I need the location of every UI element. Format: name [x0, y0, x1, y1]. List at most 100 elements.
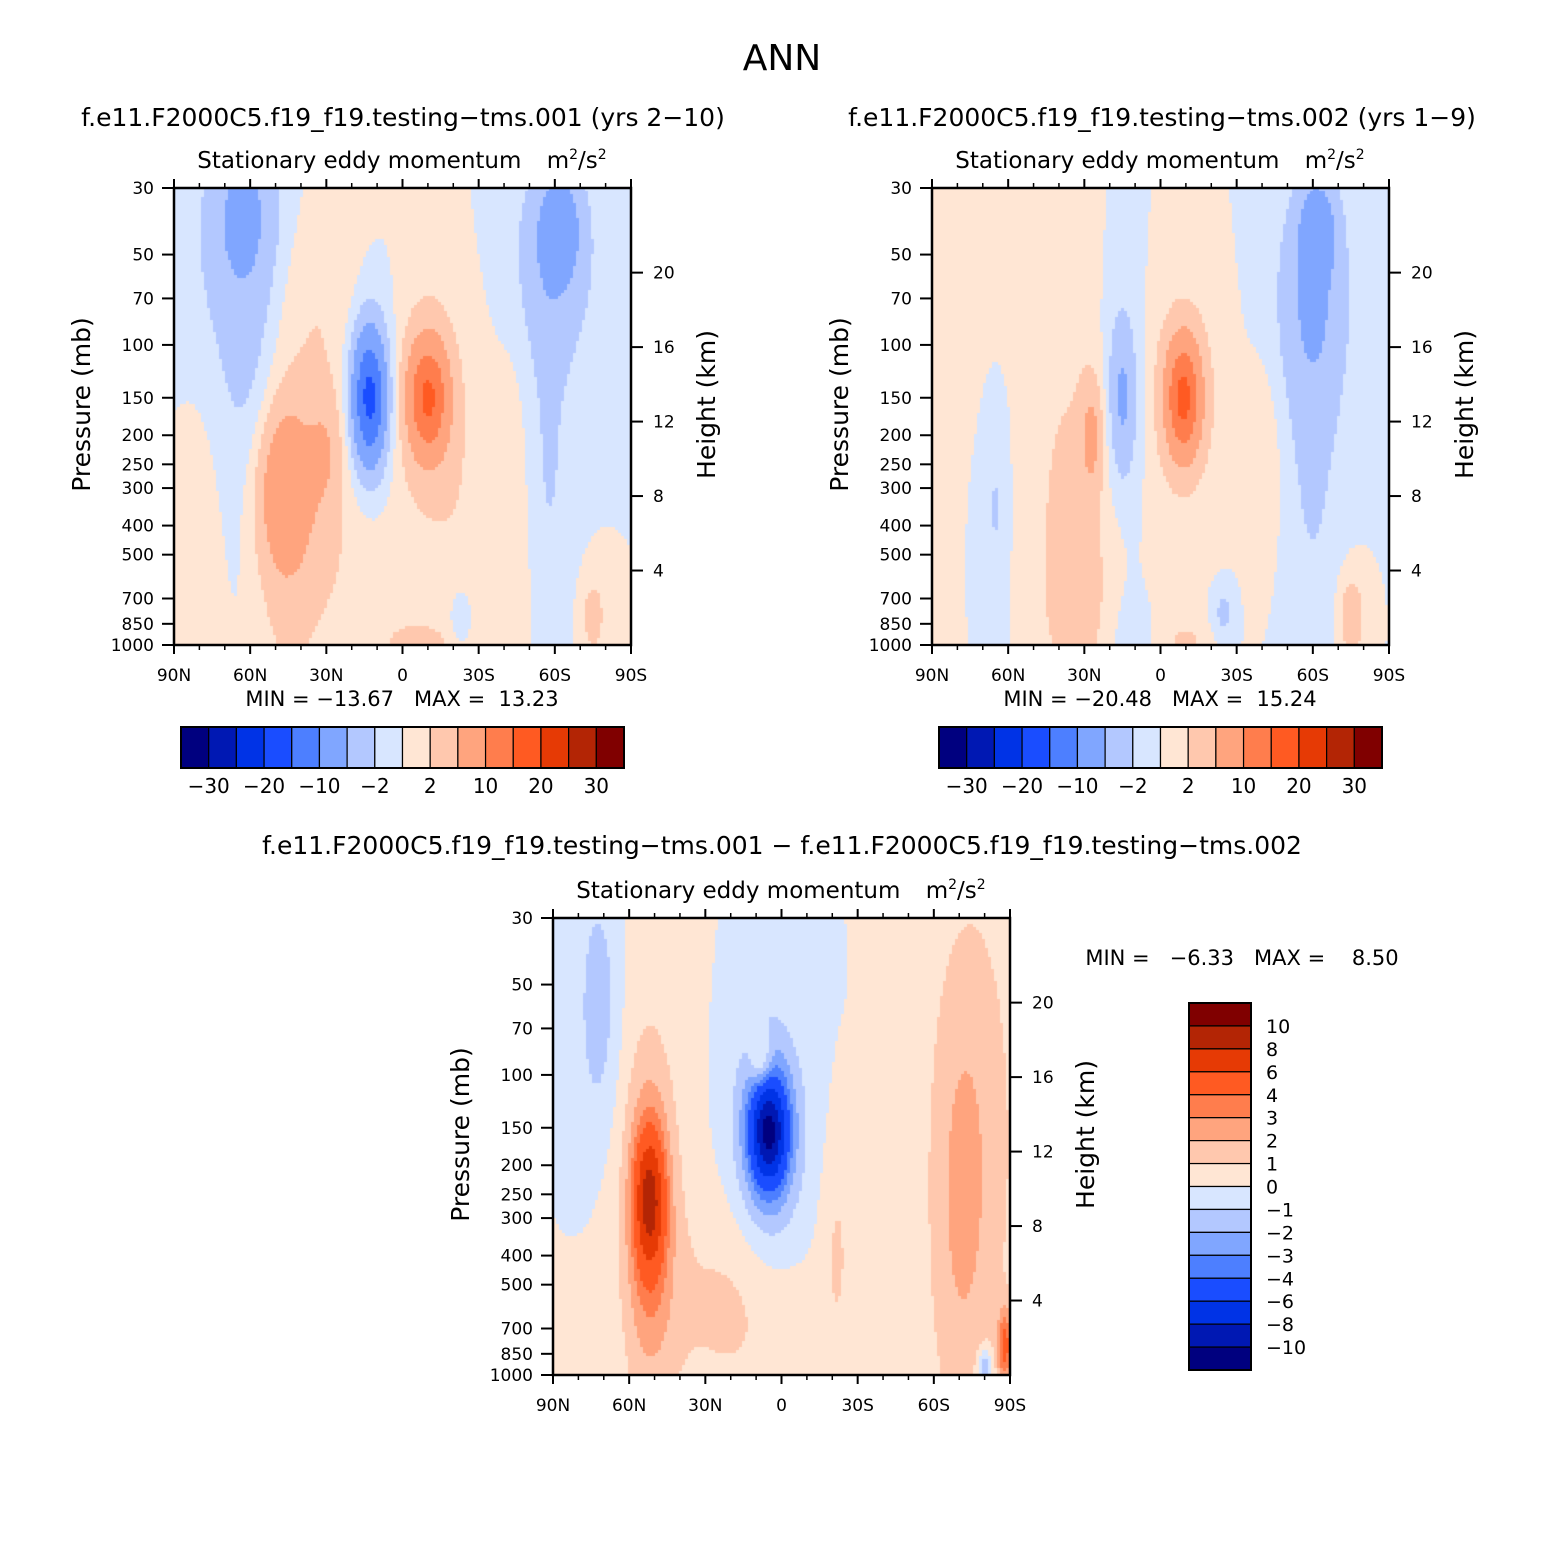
colorbar-swatch [180, 726, 210, 769]
y2-tick-label: 4 [1411, 562, 1422, 582]
y-tick-label: 500 [880, 546, 912, 566]
colorbar-swatch [429, 726, 459, 769]
colorbar-swatch [1076, 726, 1106, 769]
y-tick-label: 50 [511, 976, 533, 996]
colorbar-swatch [1353, 726, 1383, 769]
y-tick-label: 1000 [869, 636, 912, 656]
colorbar-swatch [1188, 1185, 1252, 1211]
colorbar-swatch [263, 726, 293, 769]
y-axis-title: Pressure (mb) [446, 1047, 475, 1221]
colorbar-swatch [1188, 1208, 1252, 1233]
y-axis-title: Pressure (mb) [825, 317, 854, 491]
colorbar-label: 20 [1286, 774, 1311, 798]
y-tick-label: 850 [880, 615, 912, 635]
colorbar-swatch [1159, 726, 1189, 769]
colorbar-label: −3 [1266, 1245, 1294, 1267]
y2-tick-label: 16 [1032, 1068, 1054, 1088]
stats-text: MIN = −13.67 MAX = 13.23 [245, 687, 558, 711]
colorbar-swatch [401, 726, 431, 769]
colorbar-label: 8 [1266, 1039, 1278, 1061]
contour-plot: 90N 60N 30N 0 30S 60S 90S 30 50 70 100 150 200 250 300… [446, 909, 1100, 1416]
y-tick-label: 700 [501, 1320, 533, 1340]
y-tick-label: 850 [501, 1345, 533, 1365]
colorbar-label: 20 [528, 774, 553, 798]
units-mid: /s [578, 148, 598, 174]
y2-tick-label: 16 [1411, 338, 1433, 358]
colorbar-label: −8 [1266, 1314, 1294, 1336]
x-tick-label: 60S [1297, 666, 1329, 686]
colorbar-label: −4 [1266, 1268, 1294, 1290]
y-tick-label: 400 [122, 517, 154, 537]
subtitle-text: Stationary eddy momentum [197, 148, 521, 174]
units-exp: 2 [1356, 147, 1365, 163]
colorbar-swatch [346, 726, 376, 769]
x-tick-label: 30N [309, 666, 343, 686]
colorbar-label: −10 [298, 774, 340, 798]
y2-tick-label: 12 [1411, 413, 1433, 433]
y-tick-label: 100 [122, 336, 154, 356]
units-exp: 2 [977, 877, 986, 893]
x-tick-label: 30N [1067, 666, 1101, 686]
colorbar: −30 −20 −10 −2 2 10 20 30 [938, 726, 1383, 798]
x-tick-label: 30N [688, 1396, 722, 1416]
y-axis-title: Pressure (mb) [67, 317, 96, 491]
colorbar-swatch [1187, 726, 1217, 769]
y-tick-label: 300 [880, 479, 912, 499]
units-exp: 2 [569, 147, 578, 163]
colorbar: −30 −20 −10 −2 2 10 20 30 [180, 726, 625, 798]
colorbar-swatch [457, 726, 487, 769]
colorbar-swatch [1188, 1071, 1252, 1096]
contour-plot: 90N 60N 30N 0 30S 60S 90S 30 50 70 100 150 200 250 300… [67, 179, 721, 686]
colorbar-label: −30 [188, 774, 230, 798]
y-tick-label: 250 [122, 455, 154, 475]
colorbar-label: 2 [1182, 774, 1195, 798]
colorbar-swatch [1298, 726, 1328, 769]
y-tick-label: 50 [132, 246, 154, 266]
y-tick-label: 150 [501, 1119, 533, 1139]
units-exp: 2 [1327, 147, 1336, 163]
colorbar-label: −10 [1056, 774, 1098, 798]
contour-plot: 90N 60N 30N 0 30S 60S 90S 30 50 70 100 150 200 250 300… [825, 179, 1479, 686]
y-tick-label: 100 [501, 1066, 533, 1086]
colorbar-label: −1 [1266, 1199, 1294, 1221]
y2-tick-label: 12 [653, 413, 675, 433]
x-tick-label: 60S [918, 1396, 950, 1416]
colorbar-swatch [1188, 1231, 1252, 1256]
stats-text: MIN = −20.48 MAX = 15.24 [1003, 687, 1316, 711]
colorbar-swatch [938, 726, 968, 769]
x-tick-label: 60N [612, 1396, 646, 1416]
x-tick-label: 30S [462, 666, 494, 686]
y-tick-label: 300 [501, 1209, 533, 1229]
panel-title: f.e11.F2000C5.f19_f19.testing−tms.002 (y… [848, 103, 1476, 132]
x-tick-label: 90N [157, 666, 191, 686]
colorbar-swatch [1188, 1277, 1252, 1302]
y-tick-label: 30 [890, 179, 912, 199]
stats-text: MIN = −6.33 MAX = 8.50 [1085, 946, 1398, 970]
x-tick-label: 0 [1155, 666, 1166, 686]
colorbar-label: 2 [424, 774, 437, 798]
colorbar-swatch [1188, 1094, 1252, 1119]
y-tick-label: 250 [501, 1185, 533, 1205]
units-exp: 2 [948, 877, 957, 893]
y-tick-label: 1000 [111, 636, 154, 656]
colorbar-label: 10 [1266, 1016, 1290, 1038]
panel-subtitle: Stationary eddy momentum m2/s2 [197, 147, 606, 174]
colorbar-label: −20 [1001, 774, 1043, 798]
y2-tick-label: 20 [1411, 264, 1433, 284]
colorbar-label: 1 [1266, 1154, 1278, 1176]
units-mid: /s [957, 878, 977, 904]
colorbar-frame [1188, 1002, 1252, 1371]
colorbar-label: −20 [243, 774, 285, 798]
colorbar-swatch [318, 726, 348, 769]
figure-title: ANN [743, 38, 822, 79]
colorbar-label: 30 [584, 774, 609, 798]
colorbar-swatch [1021, 726, 1051, 769]
y2-axis-title: Height (km) [692, 330, 721, 479]
colorbar-label: 4 [1266, 1085, 1278, 1107]
colorbar-label: 30 [1342, 774, 1367, 798]
x-tick-label: 60N [991, 666, 1025, 686]
y-tick-label: 150 [122, 389, 154, 409]
colorbar-label: −2 [1266, 1222, 1294, 1244]
y-tick-label: 30 [132, 179, 154, 199]
y-tick-label: 70 [132, 289, 154, 309]
